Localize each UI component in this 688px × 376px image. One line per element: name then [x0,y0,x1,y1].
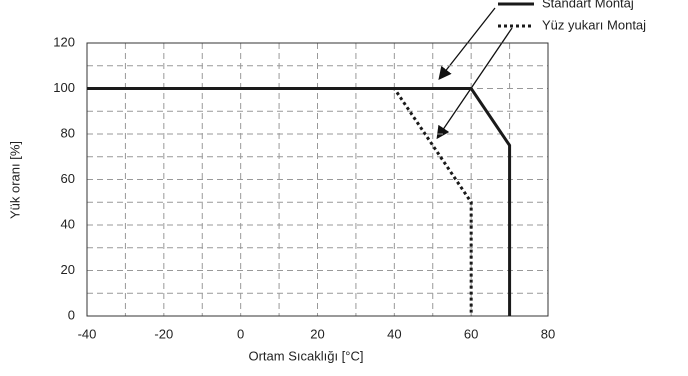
x-tick-label: 20 [310,326,324,341]
plot-frame [86,42,549,317]
legend-label: Standart Montaj [542,0,634,10]
y-tick-label: 120 [53,34,75,49]
x-tick-label: 40 [387,326,401,341]
x-tick-label: 0 [237,326,244,341]
data-line [87,87,512,316]
x-axis-label: Ortam Sıcaklığı [°C] [248,348,363,363]
y-tick-label: 100 [53,80,75,95]
legend-label: Yüz yukarı Montaj [542,17,646,32]
y-tick-label: 0 [68,307,75,322]
y-tick-label: 60 [61,171,75,186]
x-tick-label: -20 [154,326,173,341]
x-tick-label: -40 [78,326,97,341]
y-tick-label: 20 [61,262,75,277]
x-tick-label: 80 [541,326,555,341]
x-tick-label: 60 [464,326,478,341]
y-axis-label: Yük oranı [%] [7,141,22,219]
y-tick-label: 40 [61,216,75,231]
annotation-arrow [436,27,513,140]
y-tick-label: 80 [61,125,75,140]
